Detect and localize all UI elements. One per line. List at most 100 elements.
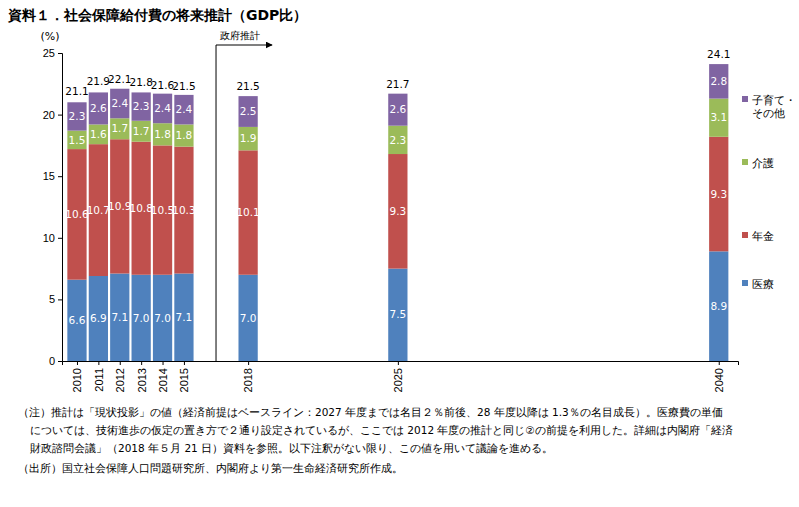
data-label: 2.4 xyxy=(154,102,171,114)
x-tick: 2025 xyxy=(392,361,404,392)
data-label: 7.1 xyxy=(111,311,128,323)
bar-segment xyxy=(174,274,193,361)
data-label: 2.4 xyxy=(176,103,193,115)
data-label: 9.3 xyxy=(710,188,727,200)
bar-segment xyxy=(709,137,728,252)
legend-swatch xyxy=(742,280,748,286)
y-axis: 0 5 10 15 20 25 xyxy=(43,47,63,367)
legend-item: 介護 xyxy=(742,157,774,170)
total-label: 21.9 xyxy=(87,75,110,87)
bar-segment xyxy=(388,154,407,269)
series xyxy=(67,64,728,131)
legend: 医療 年金 介護 子育て・その他 xyxy=(742,94,796,291)
bar-segment xyxy=(238,275,257,361)
data-label: 10.8 xyxy=(129,202,152,214)
bar-segment xyxy=(110,118,129,139)
bar-segment xyxy=(388,94,407,126)
legend-item: 医療 xyxy=(742,278,774,291)
title: 資料１．社会保障給付費の将来推計（GDP比） xyxy=(7,7,307,23)
data-label: 10.6 xyxy=(65,208,89,220)
y-tick: 0 xyxy=(49,355,62,367)
x-tick: 2010 xyxy=(71,361,83,392)
data-label: 2.3 xyxy=(390,134,407,146)
x-axis-line xyxy=(63,362,739,366)
y-axis-line xyxy=(58,54,63,362)
data-label: 1.7 xyxy=(133,125,150,137)
note: 財政諮問会議」（2018 年５月 21 日）資料を参照。以下注釈がない限り、この… xyxy=(30,442,553,454)
legend-label-line: 医療 xyxy=(752,278,774,291)
legend-label-line: 介護 xyxy=(752,157,774,170)
bar-segment xyxy=(67,131,86,149)
series xyxy=(67,137,728,280)
legend-label: 子育て・その他 xyxy=(752,94,796,120)
data-label: 10.7 xyxy=(87,204,110,216)
x-tick-label: 2010 xyxy=(71,368,83,392)
bar-segment xyxy=(132,275,151,361)
data-label: 1.9 xyxy=(240,132,257,144)
legend-label: 介護 xyxy=(752,157,774,170)
legend-label-line: 子育て・ xyxy=(752,94,796,107)
bar-segment xyxy=(132,121,151,142)
x-tick-label: 2012 xyxy=(114,368,126,392)
y-tick: 10 xyxy=(43,232,62,244)
y-tick-mark xyxy=(58,53,62,54)
x-tick: 2011 xyxy=(93,361,105,392)
total-label: 21.1 xyxy=(65,85,88,97)
x-tick-mark xyxy=(398,361,399,365)
bar-segment xyxy=(388,126,407,154)
bar-segment xyxy=(132,92,151,120)
bar-segment xyxy=(388,269,407,361)
data-label: 10.9 xyxy=(108,200,131,212)
x-tick-label: 2015 xyxy=(178,368,190,392)
total-label: 21.8 xyxy=(129,76,152,88)
y-tick-label: 20 xyxy=(43,109,55,121)
data-label: 1.8 xyxy=(154,128,171,140)
x-tick: 2014 xyxy=(157,361,169,392)
y-unit-label: (%) xyxy=(40,30,59,43)
x-tick-label: 2011 xyxy=(93,368,105,392)
x-tick-label: 2025 xyxy=(392,368,404,392)
total-label: 21.6 xyxy=(151,79,175,91)
x-tick-label: 2014 xyxy=(157,368,169,392)
data-label: 1.6 xyxy=(90,128,107,140)
legend-label-line: 年金 xyxy=(752,230,774,243)
data-label: 6.6 xyxy=(69,314,86,326)
bar-segment xyxy=(174,124,193,146)
data-label: 2.6 xyxy=(390,103,407,115)
y-tick-label: 25 xyxy=(43,47,55,59)
total-label: 21.7 xyxy=(386,78,409,90)
series xyxy=(67,99,728,154)
data-label: 2.5 xyxy=(240,105,257,117)
data-label: 7.5 xyxy=(390,308,407,320)
data-label: 1.5 xyxy=(69,134,86,146)
y-tick-label: 5 xyxy=(49,293,55,305)
bar-segment xyxy=(238,96,257,127)
annotation-arrow xyxy=(216,45,272,46)
data-label: 9.3 xyxy=(390,205,407,217)
legend-label: 医療 xyxy=(752,278,774,291)
y-tick-mark xyxy=(58,299,62,300)
x-axis: 201020112012201320142015201820252040 xyxy=(63,361,739,392)
data-label: 10.1 xyxy=(236,206,259,218)
x-tick-mark xyxy=(77,361,78,365)
note: については、技術進歩の仮定の置き方で２通り設定されているが、ここでは 2012 … xyxy=(30,424,733,436)
bar-segment xyxy=(110,274,129,361)
data-label: 2.4 xyxy=(111,97,128,109)
x-tick-label: 2018 xyxy=(242,368,254,392)
data-labels: 6.66.97.17.07.07.17.07.58.910.610.710.91… xyxy=(65,75,727,326)
x-tick: 2018 xyxy=(242,361,254,392)
data-label: 1.8 xyxy=(176,129,193,141)
data-label: 7.1 xyxy=(176,311,193,323)
x-tick-label: 2040 xyxy=(713,368,725,392)
bar-segment xyxy=(89,276,108,361)
total-label: 21.5 xyxy=(172,80,195,92)
legend-swatch xyxy=(742,96,748,102)
y-tick-label: 15 xyxy=(43,170,55,182)
bar-segment xyxy=(67,102,86,130)
annotation-line xyxy=(216,45,217,361)
data-label: 6.9 xyxy=(90,312,107,324)
y-tick: 25 xyxy=(43,47,62,59)
y-tick-mark xyxy=(58,115,62,116)
bar-segment xyxy=(153,94,172,124)
y-tick-mark xyxy=(58,176,62,177)
